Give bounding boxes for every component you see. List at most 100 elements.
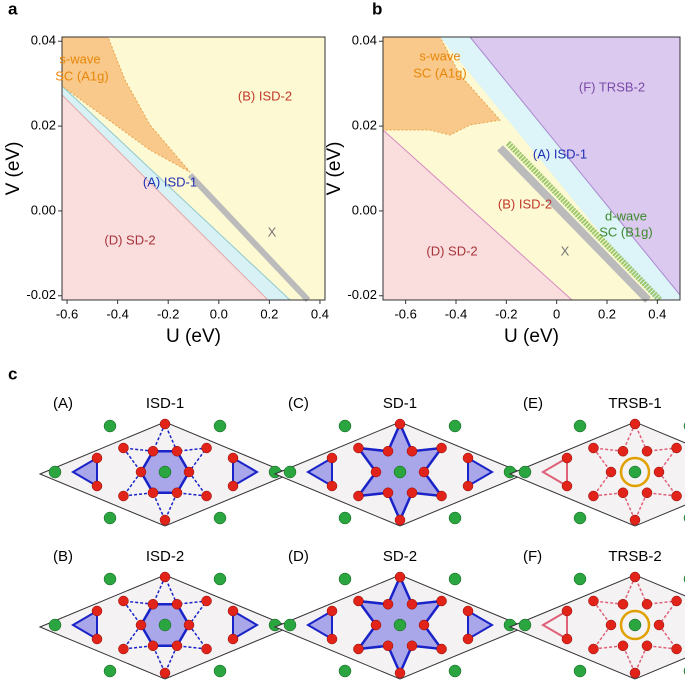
red-atom: [183, 619, 195, 631]
green-atom: [338, 572, 352, 586]
green-atom: [103, 419, 117, 433]
red-atom: [462, 480, 474, 492]
red-atom: [147, 598, 159, 610]
side-triangle: [541, 456, 568, 488]
green-atom: [283, 465, 297, 479]
lattice-schematic: (F) TRSB-2: [508, 548, 685, 680]
side-triangle: [467, 456, 494, 488]
red-atom: [436, 490, 447, 502]
region-label: (A) ISD-1: [143, 174, 197, 189]
green-atom: [103, 664, 117, 678]
red-atom: [629, 667, 641, 679]
schematic-tag: (B): [53, 548, 73, 565]
lattice-schematic: (C) SD-1: [273, 395, 527, 527]
schematic-tag: (C): [288, 395, 309, 412]
red-atom: [406, 445, 418, 457]
schematic-title: ISD-2: [146, 548, 184, 565]
green-atom: [393, 618, 407, 632]
red-atom: [171, 487, 183, 499]
red-atom: [159, 667, 171, 679]
red-atom: [326, 480, 338, 492]
green-atom: [158, 465, 172, 479]
schematic-title: TRSB-1: [608, 395, 661, 412]
red-atom: [588, 643, 599, 655]
plot-frame: [382, 36, 681, 301]
red-atom: [201, 643, 212, 655]
y-tick-label: -0.02: [26, 287, 56, 302]
green-atom: [283, 618, 297, 632]
red-atom: [406, 598, 418, 610]
red-atom: [406, 487, 418, 499]
red-atom: [617, 598, 629, 610]
side-triangle: [306, 456, 333, 488]
green-atom: [213, 572, 227, 586]
green-atom: [628, 618, 642, 632]
red-atom: [201, 490, 212, 502]
x-axis-label: U (eV): [504, 326, 559, 347]
red-atom: [382, 445, 394, 457]
green-atom: [213, 664, 227, 678]
unit-cell: [508, 574, 685, 680]
region-label: (F) TRSB-2: [579, 79, 645, 94]
green-atom: [338, 419, 352, 433]
green-atom: [338, 511, 352, 525]
y-tick-label: 0.02: [352, 118, 377, 133]
phase-regions-a: [61, 36, 325, 303]
x-tick-label: -0.4: [445, 306, 467, 321]
red-atom: [159, 571, 171, 583]
red-atom: [171, 640, 183, 652]
red-atom: [462, 633, 474, 645]
red-atom: [436, 442, 447, 454]
green-atom: [213, 419, 227, 433]
red-atom: [394, 418, 406, 430]
red-atom: [617, 640, 629, 652]
y-tick-label: -0.02: [347, 287, 377, 302]
x-tick-label: -0.6: [56, 306, 78, 321]
schematic-title: ISD-1: [146, 395, 184, 412]
red-atom: [171, 598, 183, 610]
red-atom: [91, 480, 103, 492]
green-atom: [48, 618, 62, 632]
x-axis-label: U (eV): [166, 326, 221, 347]
y-tick-label: 0.00: [31, 202, 56, 217]
region-label: (B) ISD-2: [238, 88, 292, 103]
green-atom: [518, 465, 532, 479]
red-atom: [671, 490, 682, 502]
red-atom: [406, 640, 418, 652]
red-atom: [159, 514, 171, 526]
red-atom: [653, 466, 665, 478]
lattice-schematic: (D) SD-2: [273, 548, 527, 680]
y-tick-label: 0.00: [352, 202, 377, 217]
green-atom: [393, 465, 407, 479]
red-atom: [118, 490, 129, 502]
red-atom: [91, 633, 103, 645]
schematic-title: SD-2: [383, 548, 417, 565]
x-tick-label: -0.2: [495, 306, 517, 321]
green-atom: [213, 511, 227, 525]
side-triangle: [232, 609, 259, 641]
red-atom: [201, 595, 212, 607]
x-tick-label: 0.4: [311, 306, 329, 321]
red-atom: [382, 598, 394, 610]
red-atom: [394, 571, 406, 583]
green-atom: [448, 572, 462, 586]
y-tick-label: 0.02: [31, 118, 56, 133]
region-label: d-wave: [605, 208, 647, 223]
red-atom: [147, 445, 159, 457]
red-atom: [588, 490, 599, 502]
red-atom: [671, 595, 682, 607]
red-atom: [135, 466, 147, 478]
panel-label: a: [8, 0, 18, 18]
schematic-title: TRSB-2: [608, 548, 661, 565]
x-tick-label: 0.2: [260, 306, 278, 321]
red-atom: [561, 480, 573, 492]
x-tick-label: -0.2: [157, 306, 179, 321]
unit-cell: [508, 421, 685, 527]
red-atom: [118, 442, 129, 454]
red-atom: [671, 442, 682, 454]
red-atom: [605, 466, 617, 478]
lattice-schematic: (E) TRSB-1: [508, 395, 685, 527]
red-atom: [353, 643, 364, 655]
red-atom: [326, 605, 338, 617]
region-label: SC (B1g): [599, 224, 652, 239]
